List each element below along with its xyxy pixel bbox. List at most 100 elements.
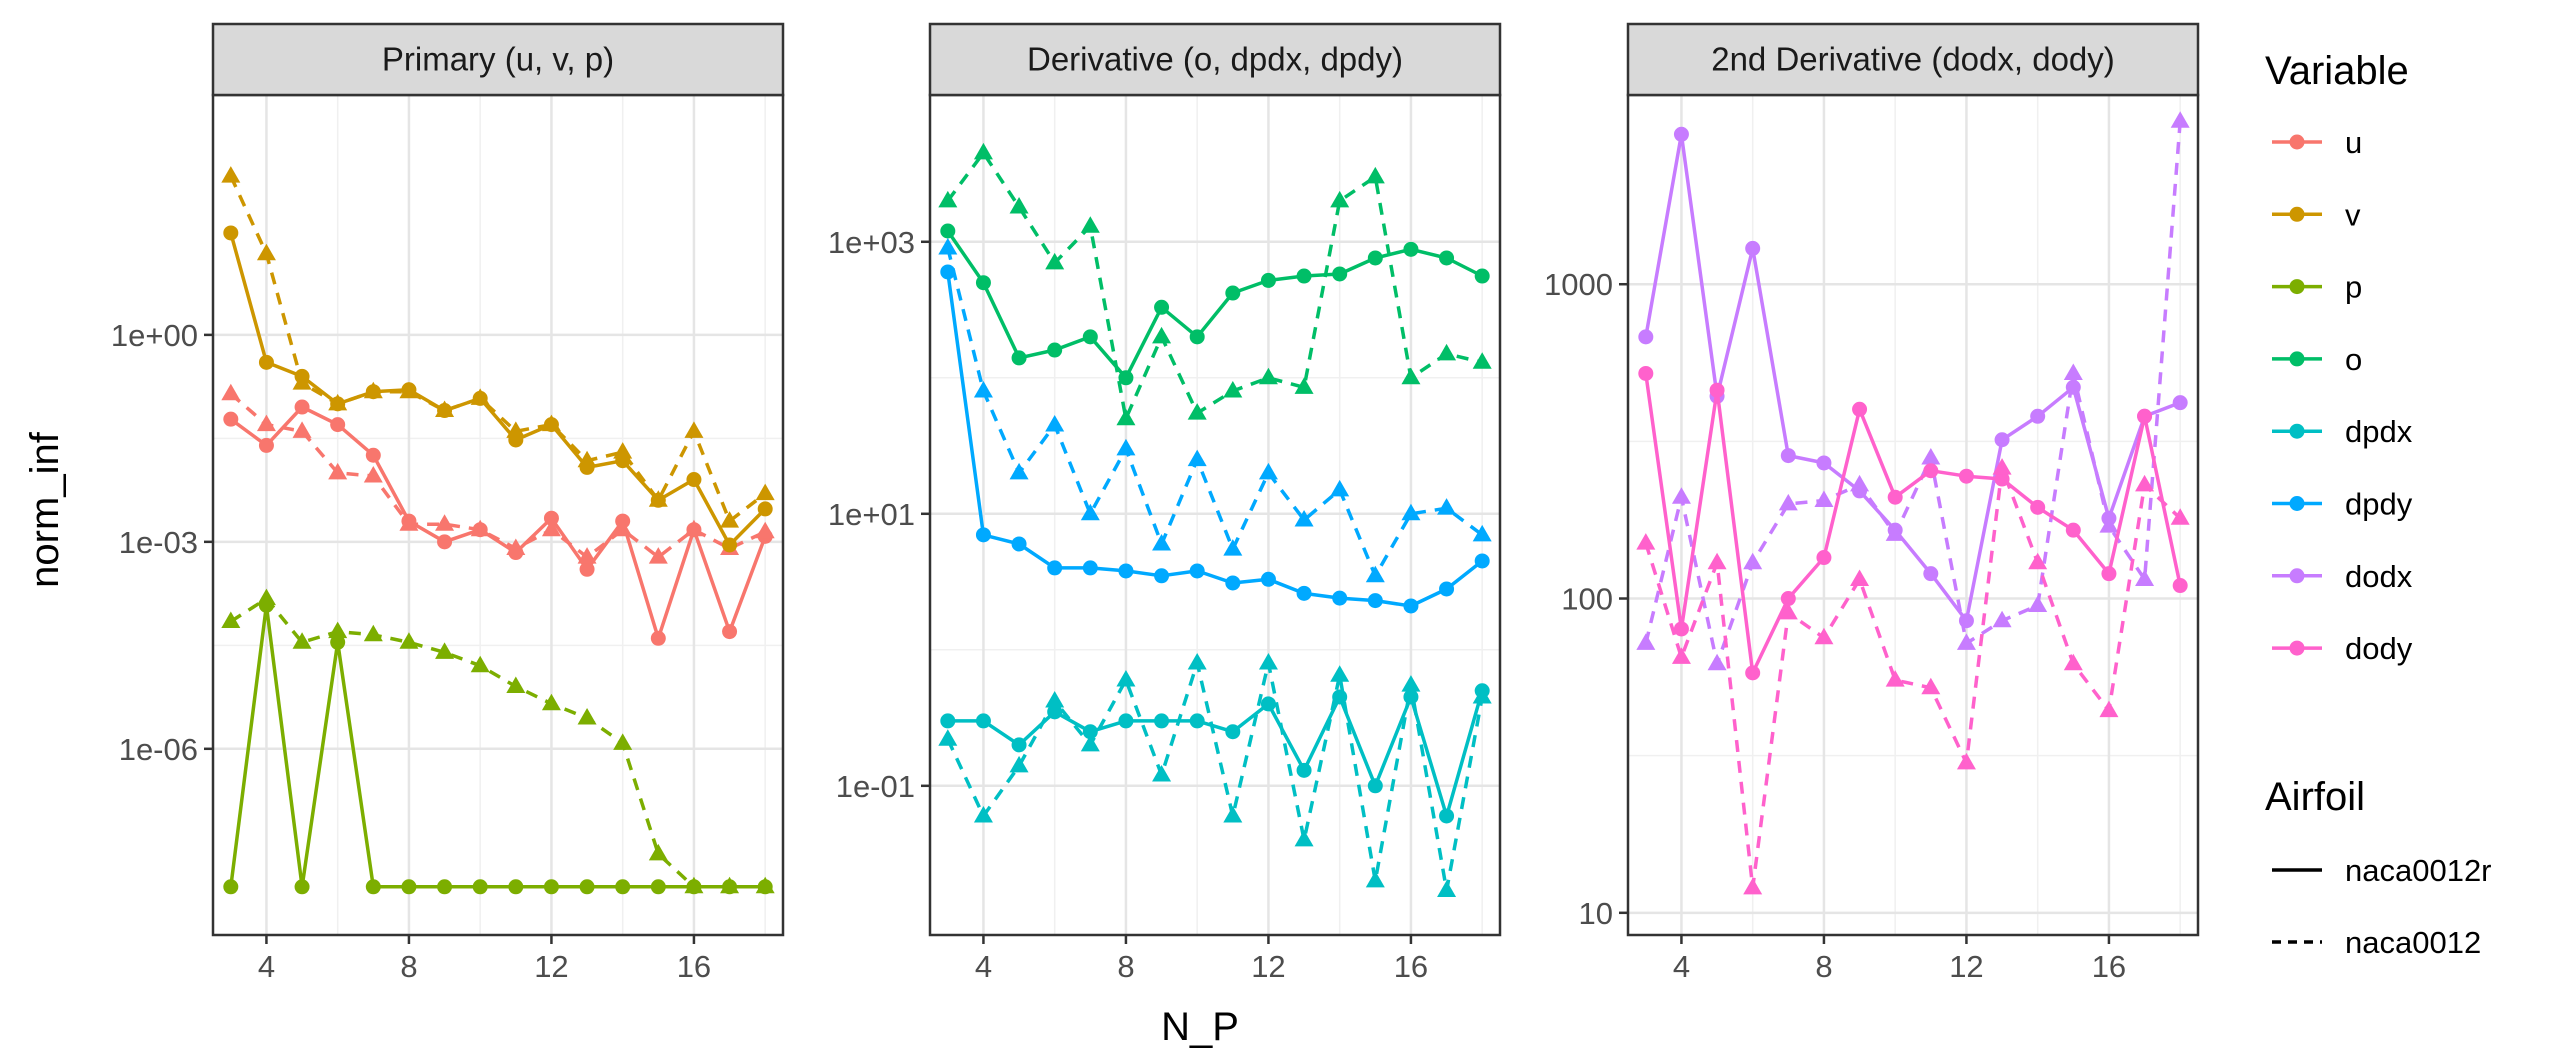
data-point: [328, 462, 348, 480]
data-point: [1296, 762, 1312, 778]
data-point: [1189, 563, 1205, 579]
data-point: [365, 879, 381, 895]
data-point: [256, 588, 276, 606]
data-point: [755, 876, 775, 894]
data-point: [1045, 414, 1065, 432]
data-point: [577, 707, 597, 725]
legend-key-point: [2289, 568, 2305, 584]
data-point: [292, 421, 312, 438]
data-point: [2170, 508, 2190, 525]
data-point: [1330, 190, 1350, 208]
data-point: [2135, 474, 2155, 492]
y-tick-label: 1e-03: [119, 525, 198, 560]
facet-title: 2nd Derivative (dodx, dody): [1711, 41, 2115, 78]
series-dpdy-naca0012: [938, 238, 1492, 583]
data-point: [1472, 686, 1492, 704]
series-line: [1644, 121, 2182, 666]
legend-title-airfoil: Airfoil: [2265, 775, 2365, 819]
data-point: [541, 414, 561, 432]
data-point: [1080, 216, 1100, 233]
data-point: [1401, 503, 1421, 521]
data-point: [435, 642, 455, 659]
legend-label: naca0012: [2345, 925, 2481, 960]
legend-label: u: [2345, 125, 2362, 160]
data-point: [328, 393, 348, 411]
data-point: [1638, 329, 1654, 345]
data-point: [1116, 438, 1136, 456]
data-point: [543, 510, 559, 526]
data-point: [2065, 522, 2081, 538]
data-point: [973, 142, 993, 160]
series-o-naca0012r: [940, 223, 1490, 386]
legend-title-variable: Variable: [2265, 49, 2409, 93]
data-point: [1956, 752, 1976, 770]
data-point: [435, 400, 455, 418]
data-point: [1958, 468, 1974, 484]
data-point: [1045, 691, 1065, 708]
data-point: [1260, 571, 1276, 587]
y-tick-label: 1e+03: [828, 225, 915, 260]
data-point: [1118, 563, 1134, 579]
series-v-naca0012: [221, 166, 775, 528]
data-point: [940, 264, 956, 280]
data-point: [365, 447, 381, 463]
data-point: [1225, 575, 1241, 591]
data-point: [975, 275, 991, 291]
data-point: [1080, 734, 1100, 752]
series-line: [229, 392, 766, 559]
series-line: [229, 405, 767, 641]
legend-item-dodx: dodx: [2272, 559, 2413, 594]
data-point: [2063, 653, 2083, 671]
data-point: [470, 655, 490, 673]
facet-strip: [1626, 22, 2200, 97]
data-point: [720, 876, 740, 894]
data-point: [1118, 713, 1134, 729]
data-point: [1082, 329, 1098, 345]
data-point: [221, 611, 241, 629]
data-point: [2135, 569, 2155, 586]
data-point: [720, 511, 740, 528]
data-point: [1294, 829, 1314, 847]
data-point: [755, 521, 775, 539]
legend-label: naca0012r: [2345, 853, 2492, 888]
data-point: [470, 519, 490, 537]
data-point: [938, 729, 958, 746]
series-line: [229, 596, 766, 889]
legend-item-o: o: [2272, 342, 2362, 377]
data-point: [1992, 610, 2012, 628]
legend-item-v: v: [2272, 197, 2361, 232]
legend-key-point: [2289, 351, 2305, 367]
data-point: [1709, 382, 1725, 398]
series-line: [946, 271, 1484, 608]
data-point: [2137, 408, 2153, 424]
data-point: [613, 442, 633, 459]
data-point: [648, 490, 668, 507]
data-point: [223, 225, 239, 241]
data-point: [541, 693, 561, 711]
x-tick-label: 4: [975, 949, 992, 984]
data-point: [1154, 299, 1170, 315]
data-point: [1885, 670, 1905, 687]
legend-label: v: [2345, 197, 2361, 232]
data-point: [1154, 568, 1170, 584]
data-point: [1294, 377, 1314, 394]
data-point: [1778, 493, 1798, 511]
data-point: [1852, 401, 1868, 417]
series-line: [229, 175, 767, 523]
series-line: [947, 690, 1484, 818]
data-point: [1082, 560, 1098, 576]
data-point: [294, 399, 310, 415]
data-point: [1152, 326, 1172, 344]
x-tick-label: 8: [1117, 949, 1134, 984]
series-u-naca0012r: [223, 399, 773, 646]
data-point: [1189, 713, 1205, 729]
series-dpdy-naca0012r: [940, 264, 1490, 614]
data-point: [2172, 578, 2188, 594]
legend-key-point: [2289, 134, 2305, 150]
data-point: [1011, 350, 1027, 366]
data-point: [506, 676, 526, 694]
data-point: [975, 713, 991, 729]
data-point: [1258, 462, 1278, 480]
x-tick-label: 8: [400, 949, 417, 984]
data-point: [650, 879, 666, 895]
